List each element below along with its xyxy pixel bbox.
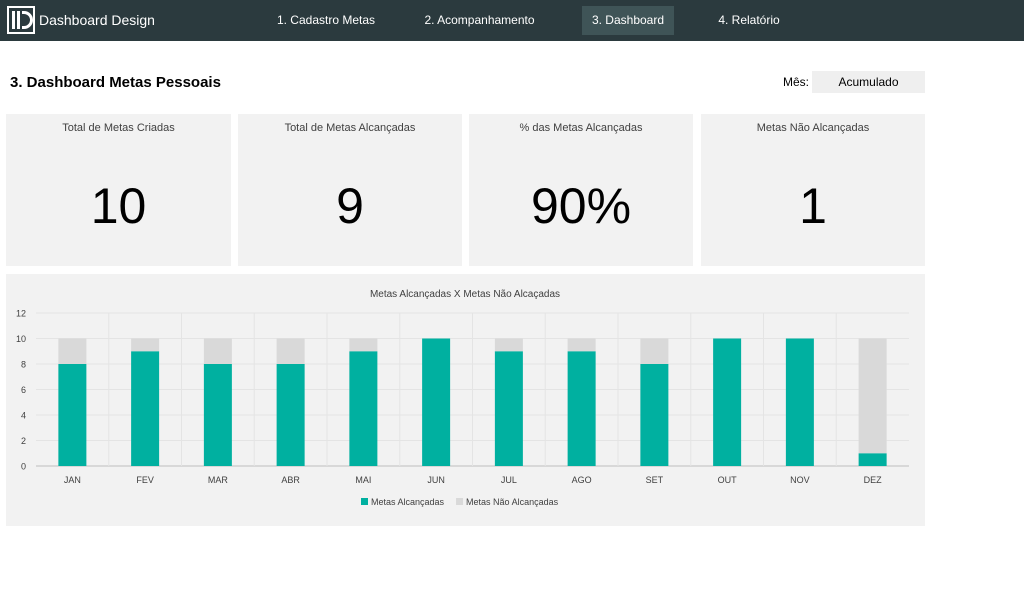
- goals-chart-panel: Metas Alcançadas X Metas Não Alcaçadas 0 2…: [6, 274, 925, 526]
- bar-achieved: [131, 351, 160, 466]
- legend-label: Metas Não Alcançadas: [466, 497, 559, 507]
- bar-achieved: [858, 453, 887, 466]
- x-tick-label: JUN: [427, 475, 445, 485]
- bar-achieved: [640, 364, 669, 466]
- x-tick-label: MAR: [208, 475, 229, 485]
- legend-swatch: [361, 498, 368, 505]
- kpi-label: Total de Metas Criadas: [62, 122, 175, 134]
- page-title: 3. Dashboard Metas Pessoais: [10, 74, 221, 91]
- y-tick-label: 2: [21, 436, 26, 446]
- y-tick-label: 6: [21, 385, 26, 395]
- x-tick-label: FEV: [136, 475, 154, 485]
- y-tick-label: 0: [21, 462, 26, 472]
- y-tick-label: 12: [16, 309, 26, 319]
- dashboard-logo-icon: [7, 6, 35, 34]
- x-tick-label: DEZ: [864, 475, 883, 485]
- goals-stacked-bar-chart: Metas Alcançadas X Metas Não Alcaçadas 0 2…: [16, 289, 909, 507]
- x-tick-label: JAN: [64, 475, 81, 485]
- bar-achieved: [567, 351, 596, 466]
- bar-achieved: [785, 338, 814, 466]
- kpi-label: % das Metas Alcançadas: [519, 122, 643, 134]
- chart-title: Metas Alcançadas X Metas Não Alcaçadas: [370, 289, 560, 300]
- bar-achieved: [58, 364, 87, 466]
- kpi-value: 90%: [530, 178, 632, 234]
- kpi-card-total-achieved: Total de Metas Alcançadas 9: [238, 114, 462, 266]
- bar-not-achieved: [567, 338, 596, 352]
- bar-not-achieved: [494, 338, 523, 352]
- bar-not-achieved: [131, 338, 160, 352]
- bar-achieved: [422, 338, 451, 466]
- month-filter-label: Mês:: [783, 75, 810, 89]
- y-tick-label: 4: [21, 411, 26, 421]
- nav-tab-cadastro-metas[interactable]: 1. Cadastro Metas: [276, 13, 376, 27]
- kpi-value: 10: [90, 178, 147, 234]
- top-navigation-bar: Dashboard Design 1. Cadastro Metas 2. Ac…: [0, 0, 1024, 41]
- kpi-card-not-achieved: Metas Não Alcançadas 1: [701, 114, 925, 266]
- bar-achieved: [276, 364, 305, 466]
- brand-name: Dashboard Design: [39, 12, 155, 28]
- bar-not-achieved: [349, 338, 378, 352]
- bar-not-achieved: [203, 338, 232, 364]
- kpi-label: Total de Metas Alcançadas: [284, 122, 416, 134]
- bar-achieved: [494, 351, 523, 466]
- month-filter-select[interactable]: Acumulado: [812, 71, 925, 93]
- x-tick-label: AGO: [572, 475, 592, 485]
- kpi-card-percent-achieved: % das Metas Alcançadas 90%: [469, 114, 693, 266]
- legend-swatch: [456, 498, 464, 505]
- kpi-value: 1: [799, 178, 827, 234]
- bar-not-achieved: [58, 338, 87, 364]
- x-tick-label: NOV: [790, 475, 810, 485]
- bar-achieved: [349, 351, 378, 466]
- y-tick-label: 8: [21, 360, 26, 370]
- bar-achieved: [713, 338, 742, 466]
- kpi-label: Metas Não Alcançadas: [756, 122, 870, 134]
- bar-achieved: [203, 364, 232, 466]
- kpi-card-total-created: Total de Metas Criadas 10: [6, 114, 231, 266]
- y-tick-label: 10: [16, 334, 26, 344]
- bar-not-achieved: [276, 338, 305, 364]
- x-tick-label: OUT: [718, 475, 738, 485]
- nav-tab-dashboard[interactable]: 3. Dashboard: [582, 6, 674, 35]
- kpi-value: 9: [336, 178, 364, 234]
- bar-not-achieved: [640, 338, 669, 364]
- x-tick-label: ABR: [281, 475, 300, 485]
- x-tick-label: MAI: [355, 475, 371, 485]
- x-tick-label: JUL: [501, 475, 517, 485]
- bar-not-achieved: [858, 338, 887, 454]
- nav-tab-acompanhamento[interactable]: 2. Acompanhamento: [424, 13, 535, 27]
- legend-label: Metas Alcançadas: [371, 497, 445, 507]
- nav-tab-relatorio[interactable]: 4. Relatório: [718, 13, 780, 27]
- x-tick-label: SET: [646, 475, 664, 485]
